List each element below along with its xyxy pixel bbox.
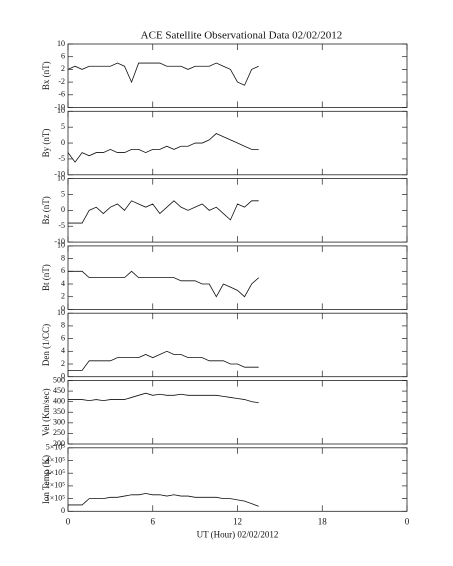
y-axis-label: Den (1/CC) xyxy=(41,324,51,366)
y-tick-label: 0 xyxy=(61,205,65,214)
x-tick-label: 0 xyxy=(405,516,410,526)
y-tick-label: 0 xyxy=(61,138,65,147)
y-tick-label: 2 xyxy=(61,64,65,73)
data-line xyxy=(68,493,259,507)
data-line xyxy=(68,392,259,404)
y-tick-label: 5 xyxy=(61,122,65,131)
chart-title: ACE Satellite Observational Data 02/02/2… xyxy=(141,30,343,42)
y-tick-label: 0 xyxy=(61,506,65,515)
panel-frame xyxy=(67,312,408,378)
y-tick-label: 200 xyxy=(53,439,65,448)
x-tick-label: 12 xyxy=(233,516,242,526)
x-tick-label: 6 xyxy=(151,516,156,526)
y-tick-label: 10 xyxy=(57,173,65,182)
y-tick-label: 4 xyxy=(61,346,65,355)
data-line xyxy=(68,350,259,371)
y-axis-label: Vel (Km/sec) xyxy=(41,388,51,436)
y-tick-label: 0 xyxy=(61,304,65,313)
y-tick-label: 500 xyxy=(53,375,65,384)
y-tick-label: 10 xyxy=(57,241,65,250)
y-tick-label: 0 xyxy=(61,372,65,381)
y-axis-label: Bz (nT) xyxy=(41,196,51,224)
y-tick-label: 6 xyxy=(61,266,65,275)
data-line xyxy=(67,133,259,163)
y-tick-label: 350 xyxy=(53,407,65,416)
y-tick-label: 400 xyxy=(53,396,65,405)
x-tick-label: 18 xyxy=(318,516,328,526)
y-tick-label: 2 xyxy=(61,292,65,301)
y-tick-label: 300 xyxy=(53,418,65,427)
y-tick-label: 8 xyxy=(61,253,65,262)
data-line xyxy=(68,270,259,298)
y-tick-label: 1×10⁵ xyxy=(46,493,66,502)
panel-frame xyxy=(67,178,408,243)
y-tick-label: -10 xyxy=(54,237,65,246)
y-tick-label: -10 xyxy=(54,170,65,179)
y-tick-label: 5×10⁵ xyxy=(46,443,66,452)
y-tick-label: -6 xyxy=(58,90,65,99)
y-axis-label: Bx (nT) xyxy=(41,61,51,90)
data-line xyxy=(68,200,259,224)
x-axis-label: UT (Hour) 02/02/2012 xyxy=(197,529,279,539)
y-tick-label: 2 xyxy=(61,359,65,368)
y-tick-label: -10 xyxy=(54,102,65,111)
y-tick-label: -5 xyxy=(58,154,65,163)
panel-frame xyxy=(67,380,408,445)
x-tick-label: 0 xyxy=(66,516,71,526)
y-tick-label: 4 xyxy=(61,279,65,288)
y-tick-label: -2 xyxy=(58,77,65,86)
y-tick-label: 8 xyxy=(61,321,65,330)
y-tick-label: 6 xyxy=(61,52,65,61)
y-tick-label: 2×10⁵ xyxy=(46,481,66,490)
data-line xyxy=(67,62,259,86)
y-axis-label: By (nT) xyxy=(41,129,51,158)
y-axis-label: Bt (nT) xyxy=(41,264,51,291)
y-tick-label: -5 xyxy=(58,221,65,230)
y-tick-label: 4×10⁵ xyxy=(46,455,66,464)
y-tick-label: 3×10⁵ xyxy=(46,468,66,477)
y-tick-label: 450 xyxy=(53,386,65,395)
y-axis-label: Ion Temp (K) xyxy=(41,455,51,504)
panel-frame xyxy=(67,43,408,108)
y-tick-label: 10 xyxy=(57,39,65,48)
panel-frame xyxy=(67,447,408,512)
y-tick-label: 5 xyxy=(61,189,65,198)
y-tick-label: 10 xyxy=(57,106,65,115)
y-tick-label: 250 xyxy=(53,428,65,437)
y-tick-label: 10 xyxy=(57,308,65,317)
y-tick-label: 6 xyxy=(61,333,65,342)
